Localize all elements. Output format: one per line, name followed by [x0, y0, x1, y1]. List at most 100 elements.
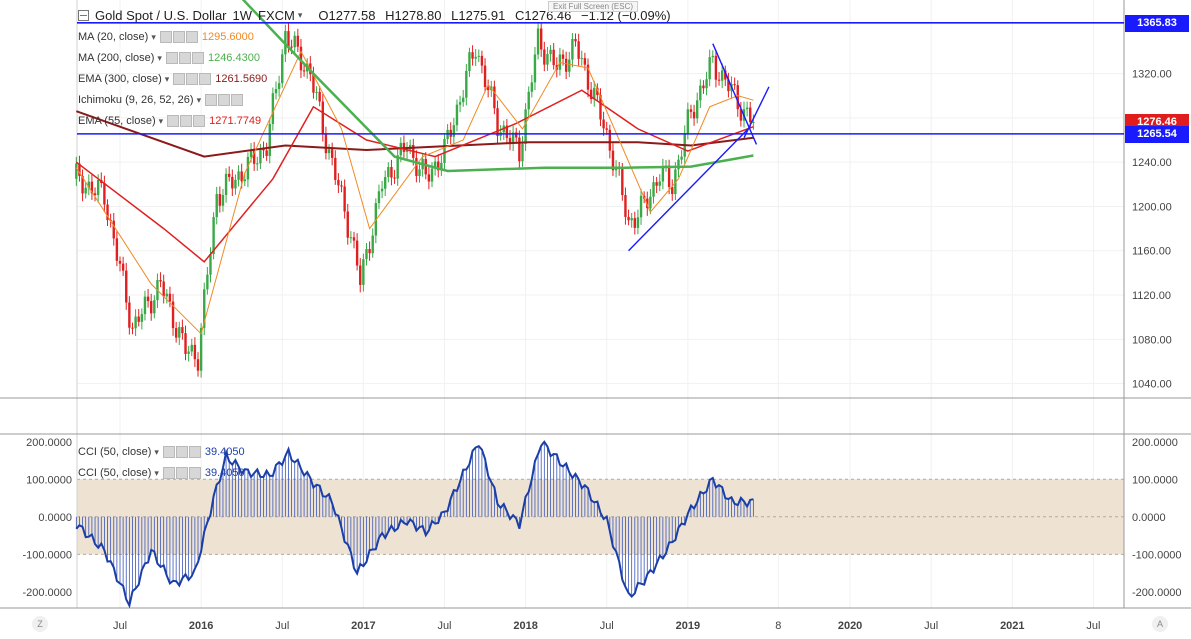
indicator-controls[interactable]	[162, 467, 201, 479]
gear-icon[interactable]	[186, 73, 199, 85]
time-tick-label: 8	[775, 620, 781, 632]
exit-fullscreen-button[interactable]: Exit Full Screen (ESC)	[548, 1, 639, 12]
candle-body	[686, 109, 690, 134]
indicator-controls[interactable]	[205, 94, 244, 106]
candle-body	[602, 119, 605, 129]
eye-icon[interactable]	[205, 94, 218, 106]
candle-body	[121, 263, 125, 271]
candle-body	[106, 204, 109, 221]
trend-line	[712, 43, 758, 145]
cci-legend[interactable]: CCI (50, close) ▾ 39.4050	[78, 446, 245, 458]
ma200-line	[241, 0, 754, 173]
candle-body	[131, 327, 134, 329]
candle-body	[252, 149, 256, 164]
indicator-label[interactable]: MA (200, close)	[78, 52, 155, 64]
candle-body	[199, 327, 203, 371]
cci-label[interactable]: CCI (50, close)	[78, 446, 152, 458]
indicator-label[interactable]: Ichimoku (9, 26, 52, 26)	[78, 94, 194, 106]
candle-body	[240, 171, 243, 182]
indicator-label[interactable]: EMA (300, close)	[78, 73, 162, 85]
close-icon[interactable]	[191, 52, 204, 64]
indicator-legend[interactable]: Ichimoku (9, 26, 52, 26) ▾	[78, 94, 247, 106]
zoom-button[interactable]: Z	[32, 616, 48, 632]
indicator-legend[interactable]: MA (200, close) ▾ 1246.4300	[78, 52, 260, 64]
eye-icon[interactable]	[162, 446, 175, 458]
candle-body	[268, 123, 271, 156]
cci-tick-label-left: 200.0000	[26, 437, 72, 449]
price-tag: 1365.83	[1125, 14, 1189, 32]
gear-icon[interactable]	[172, 31, 185, 43]
candle-body	[193, 344, 197, 360]
eye-icon[interactable]	[167, 115, 180, 127]
trend-line	[628, 126, 751, 252]
price-tick-label: 1160.00	[1132, 246, 1171, 258]
candle-body	[580, 58, 583, 60]
candle-body	[215, 194, 218, 218]
indicator-label[interactable]: EMA (55, close)	[78, 115, 156, 127]
eye-icon[interactable]	[162, 467, 175, 479]
eye-icon[interactable]	[165, 52, 178, 64]
chevron-down-icon[interactable]: ▾	[157, 52, 162, 63]
gear-icon[interactable]	[180, 115, 193, 127]
collapse-icon[interactable]	[78, 10, 89, 21]
interval-label[interactable]: 1W	[232, 8, 253, 23]
close-icon[interactable]	[185, 31, 198, 43]
candle-body	[140, 314, 144, 322]
close-icon[interactable]	[188, 446, 201, 458]
candle-body	[162, 281, 165, 297]
candle-body	[577, 41, 580, 59]
candle-body	[527, 91, 530, 110]
candle-body	[671, 186, 674, 195]
auto-scale-button[interactable]: A	[1152, 616, 1168, 632]
candle-body	[265, 150, 268, 156]
indicator-legend[interactable]: EMA (55, close) ▾ 1271.7749	[78, 115, 261, 127]
gear-icon[interactable]	[175, 446, 188, 458]
indicator-controls[interactable]	[167, 115, 206, 127]
cci-label[interactable]: CCI (50, close)	[78, 467, 152, 479]
symbol-title: Gold Spot / U.S. Dollar 1W FXCM ▾ O1277.…	[78, 8, 677, 23]
symbol-name[interactable]: Gold Spot / U.S. Dollar	[95, 8, 227, 23]
indicator-controls[interactable]	[165, 52, 204, 64]
gear-icon[interactable]	[218, 94, 231, 106]
chevron-down-icon[interactable]: ▾	[196, 94, 202, 105]
chevron-down-icon[interactable]: ▾	[158, 115, 164, 126]
gear-icon[interactable]	[178, 52, 191, 64]
candle-body	[134, 316, 137, 329]
chevron-down-icon[interactable]: ▾	[164, 73, 170, 84]
indicator-controls[interactable]	[162, 446, 201, 458]
chevron-down-icon[interactable]: ▾	[297, 10, 303, 20]
candle-body	[571, 39, 574, 60]
close-icon[interactable]	[188, 467, 201, 479]
chevron-down-icon[interactable]: ▾	[154, 446, 159, 457]
indicator-legend[interactable]: MA (20, close) ▾ 1295.6000	[78, 31, 254, 43]
candle-body	[259, 148, 262, 164]
time-tick-label: 2016	[189, 620, 213, 632]
close-icon[interactable]	[231, 94, 244, 106]
gear-icon[interactable]	[175, 467, 188, 479]
eye-icon[interactable]	[159, 31, 172, 43]
candle-body	[605, 128, 608, 130]
cci-value: 39.4050	[204, 446, 245, 458]
candle-body	[249, 149, 253, 157]
candle-body	[624, 195, 627, 217]
candle-body	[103, 183, 106, 205]
chevron-down-icon[interactable]: ▾	[151, 31, 156, 42]
candle-body	[474, 56, 477, 59]
cci-legend[interactable]: CCI (50, close) ▾ 39.4050	[78, 467, 245, 479]
indicator-controls[interactable]	[159, 31, 198, 43]
cci-tick-label: 0.0000	[1132, 512, 1166, 524]
candle-body	[458, 102, 462, 105]
cci-line	[75, 440, 754, 609]
indicator-legend[interactable]: EMA (300, close) ▾ 1261.5690	[78, 73, 267, 85]
close-icon[interactable]	[199, 73, 212, 85]
eye-icon[interactable]	[173, 73, 186, 85]
candle-body	[137, 316, 140, 322]
indicator-controls[interactable]	[173, 73, 212, 85]
candle-body	[543, 49, 546, 65]
candle-body	[505, 125, 509, 138]
indicator-label[interactable]: MA (20, close)	[78, 31, 149, 43]
price-tick-label: 1120.00	[1132, 290, 1171, 302]
close-icon[interactable]	[193, 115, 206, 127]
chevron-down-icon[interactable]: ▾	[154, 467, 159, 478]
